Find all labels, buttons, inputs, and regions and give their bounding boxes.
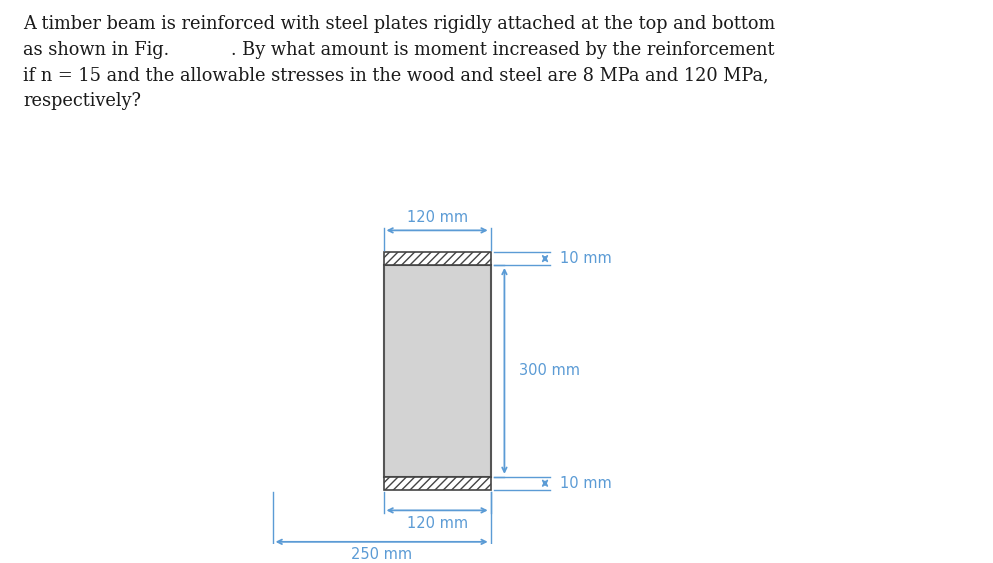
Text: 10 mm: 10 mm: [560, 476, 612, 491]
Text: 120 mm: 120 mm: [406, 516, 468, 531]
Text: 300 mm: 300 mm: [519, 363, 580, 378]
Bar: [383, 477, 491, 490]
Text: 250 mm: 250 mm: [352, 547, 412, 562]
Text: A timber beam is reinforced with steel plates rigidly attached at the top and bo: A timber beam is reinforced with steel p…: [23, 15, 776, 110]
Text: 120 mm: 120 mm: [406, 210, 468, 225]
Text: 10 mm: 10 mm: [560, 251, 612, 266]
Bar: [383, 265, 491, 477]
Bar: [383, 252, 491, 265]
